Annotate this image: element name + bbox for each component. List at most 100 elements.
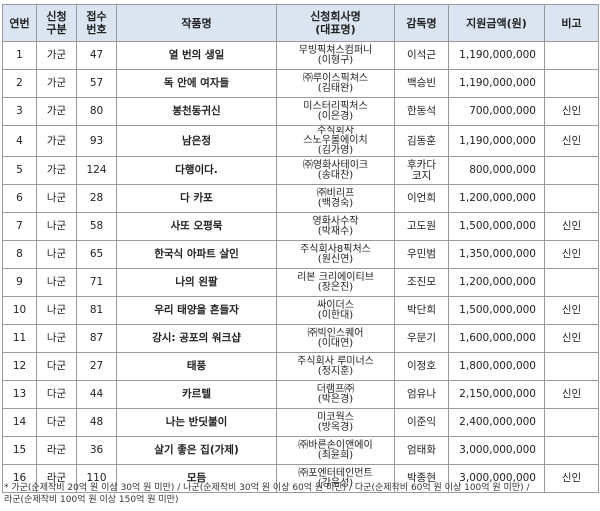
table-cell: 무빙픽쳐스컴퍼니 (이형구) — [276, 41, 395, 70]
cell-line: (김가영) — [317, 145, 354, 156]
cell-line: 무빙픽쳐스컴퍼니 — [298, 44, 373, 56]
table-cell: 다 카포 — [116, 184, 277, 213]
header-cell: 신청 구분 — [36, 4, 77, 42]
cell-line: 구분 — [46, 23, 67, 36]
cell-line: 엄태화 — [407, 444, 436, 456]
table-row: 14 다군 48 나는 반딧불이 미코웍스 (방옥경) 이준익 2,400,000,000 — [2, 408, 599, 437]
table-cell: 47 — [76, 41, 117, 70]
table-cell: 36 — [76, 436, 117, 465]
table-cell: 8 — [2, 240, 37, 269]
cell-line: (박은경) — [317, 393, 354, 405]
table-cell: 주식회사8픽처스 (원신연) — [276, 240, 395, 269]
cell-line: (이형구) — [317, 54, 354, 66]
cell-line: 주식회사8픽처스 — [300, 243, 371, 255]
table-cell: 우문기 — [394, 324, 449, 353]
table-row: 1 가군 47 열 번의 생일 무빙픽쳐스컴퍼니 (이형구) 이석근 1,190,000,00… — [2, 41, 599, 70]
table-cell — [544, 436, 599, 465]
table-cell: 6 — [2, 184, 37, 213]
cell-line: 신청회사명 — [310, 10, 361, 23]
table-cell: 영화사수작 (박재수) — [276, 212, 395, 241]
table-cell: 주식회사 스노우볼에이치 (김가영) — [276, 125, 395, 157]
table-cell: 신인 — [544, 240, 599, 269]
table-cell: 살기 좋은 집(가제) — [116, 436, 277, 465]
table-cell: 다군 — [36, 352, 77, 381]
cell-line: (이한대) — [317, 309, 354, 321]
table-cell: 1 — [2, 41, 37, 70]
table-cell: 나는 반딧불이 — [116, 408, 277, 437]
header-cell: 지원금액(원) — [448, 4, 545, 42]
table-cell: 1,600,000,000 — [448, 324, 545, 353]
cell-line: (최윤희) — [317, 449, 354, 461]
cell-line: 스노우볼에이치 — [303, 135, 368, 146]
table-cell: 독 안에 여자들 — [116, 69, 277, 98]
table-cell: 10 — [2, 296, 37, 325]
table-cell: 고도원 — [394, 212, 449, 241]
table-cell: 가군 — [36, 41, 77, 70]
cell-line: ㈜빅인스퀘어 — [307, 327, 364, 339]
table-cell: 28 — [76, 184, 117, 213]
table-cell: 800,000,000 — [448, 156, 545, 185]
header-cell: 접수 번호 — [76, 4, 117, 42]
cell-line: ㈜비리프 — [316, 187, 355, 199]
cell-line: (송대찬) — [317, 169, 354, 181]
cell-line: (정지훈) — [317, 365, 354, 377]
table-cell: 신인 — [544, 97, 599, 126]
table-cell: 이언희 — [394, 184, 449, 213]
table-cell: 2,150,000,000 — [448, 380, 545, 409]
cell-line: ㈜영화사테이크 — [302, 159, 369, 171]
table-cell: ㈜루이스픽쳐스 (김태완) — [276, 69, 395, 98]
table-cell: 다군 — [36, 380, 77, 409]
cell-line: 주식회사 — [317, 125, 354, 136]
table-cell: 강시: 공포의 워크샵 — [116, 324, 277, 353]
table-cell: 3 — [2, 97, 37, 126]
table-cell: ㈜빅인스퀘어 (이대연) — [276, 324, 395, 353]
table-cell: 58 — [76, 212, 117, 241]
cell-line: 고도원 — [407, 220, 436, 232]
cell-line: 지원금액(원) — [466, 16, 527, 30]
table-cell: 신인 — [544, 380, 599, 409]
table-cell: 김동훈 — [394, 125, 449, 157]
table-cell: 4 — [2, 125, 37, 157]
header-cell: 비고 — [544, 4, 599, 42]
cell-line: (강윤성) — [317, 477, 354, 489]
table-cell: 1,200,000,000 — [448, 268, 545, 297]
table-cell: 태풍 — [116, 352, 277, 381]
table-cell: 57 — [76, 69, 117, 98]
cell-line: 작품명 — [181, 16, 212, 30]
table-cell: 110 — [76, 464, 117, 493]
cell-line: 이석근 — [407, 49, 436, 61]
table-cell: 1,800,000,000 — [448, 352, 545, 381]
cell-line: 김동훈 — [407, 134, 436, 147]
table-cell: 한동석 — [394, 97, 449, 126]
table-row: 10 나군 81 우리 태양을 흔들자 싸이더스 (이한대) 박단희 1,500,000,00… — [2, 296, 599, 325]
table-cell: 다군 — [36, 408, 77, 437]
table-cell: 2 — [2, 69, 37, 98]
cell-line: 영화사수작 — [312, 215, 359, 227]
table-cell: ㈜포엔터테인먼트 (강윤성) — [276, 464, 395, 493]
cell-line: 박종현 — [407, 472, 436, 484]
table-cell: 다행이다. — [116, 156, 277, 185]
cell-line: 미코웍스 — [317, 411, 354, 423]
cell-line: 이준익 — [407, 416, 436, 428]
cell-line: 감독명 — [406, 16, 437, 30]
table-cell: 5 — [2, 156, 37, 185]
table-cell — [544, 41, 599, 70]
table-cell: 신인 — [544, 212, 599, 241]
table-cell: 주식회사 루미너스 (정지훈) — [276, 352, 395, 381]
table-cell: 백승빈 — [394, 69, 449, 98]
table-cell: 15 — [2, 436, 37, 465]
cell-line: 더램프㈜ — [316, 383, 355, 395]
cell-line: 연번 — [9, 16, 30, 30]
table-cell: 3,000,000,000 — [448, 436, 545, 465]
cell-line: (대표명) — [315, 23, 356, 36]
table-cell: 가군 — [36, 69, 77, 98]
table-cell: 나군 — [36, 240, 77, 269]
table-cell — [544, 408, 599, 437]
table-cell: 미코웍스 (방옥경) — [276, 408, 395, 437]
table-cell: 71 — [76, 268, 117, 297]
table-cell: ㈜바른손이앤에이 (최윤희) — [276, 436, 395, 465]
table-cell: 나군 — [36, 184, 77, 213]
table-row: 9 나군 71 나의 왼팔 리본 크리에이티브 (장은진) 조진모 1,200,000,000 — [2, 268, 599, 297]
table-cell: 11 — [2, 324, 37, 353]
table-cell: 엄유나 — [394, 380, 449, 409]
